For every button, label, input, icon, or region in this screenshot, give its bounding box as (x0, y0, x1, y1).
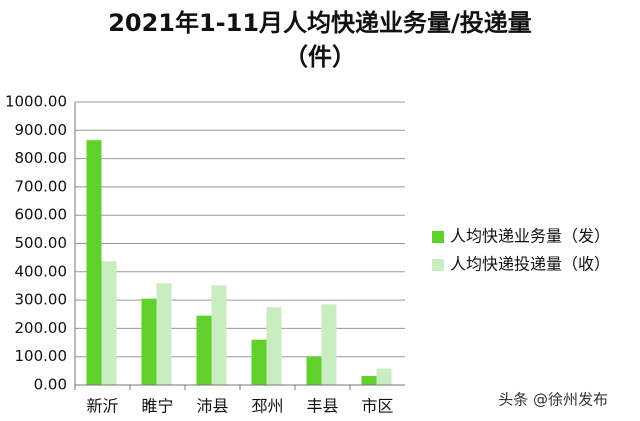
legend-swatch (432, 231, 444, 243)
bar (196, 315, 212, 385)
bar (101, 261, 117, 385)
bar (376, 368, 392, 385)
x-tick-label: 丰县 (306, 397, 338, 416)
x-tick-label: 睢宁 (141, 397, 173, 416)
bar (321, 304, 337, 385)
x-tick-label: 新沂 (86, 397, 118, 416)
bar (86, 140, 102, 385)
bar (251, 339, 267, 385)
bar (306, 356, 322, 385)
y-tick-label: 1000.00 (5, 93, 67, 111)
y-tick-label: 600.00 (15, 206, 68, 224)
y-tick-label: 900.00 (15, 121, 68, 139)
y-tick-label: 100.00 (15, 347, 68, 365)
y-tick-label: 700.00 (15, 177, 68, 195)
bar (211, 285, 227, 385)
y-tick-label: 0.00 (34, 376, 67, 394)
legend-swatch (432, 259, 444, 271)
bar (141, 298, 157, 385)
x-tick-label: 邳州 (251, 397, 283, 416)
x-tick-label: 沛县 (196, 397, 228, 416)
y-tick-label: 500.00 (15, 234, 68, 252)
bar (156, 283, 172, 385)
bar (361, 375, 377, 385)
chart-title: （件） (284, 43, 356, 71)
y-tick-label: 800.00 (15, 149, 68, 167)
bar (266, 307, 282, 385)
y-tick-label: 300.00 (15, 291, 68, 309)
y-tick-label: 200.00 (15, 319, 68, 337)
chart-title: 2021年1-11月人均快递业务量/投递量 (108, 9, 532, 37)
y-tick-label: 400.00 (15, 262, 68, 280)
watermark: 头条 @徐州发布 (498, 391, 608, 409)
x-tick-label: 市区 (361, 397, 393, 416)
legend-label: 人均快递业务量（发） (450, 227, 610, 246)
legend-label: 人均快递投递量（收） (450, 255, 610, 274)
